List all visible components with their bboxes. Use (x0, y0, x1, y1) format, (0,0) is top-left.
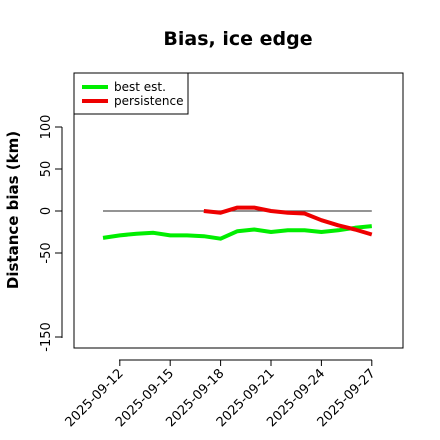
y-tick-label: -150 (39, 322, 54, 352)
chart-title: Bias, ice edge (163, 28, 312, 50)
legend-label-0: best est. (114, 80, 166, 94)
legend-label-1: persistence (114, 94, 183, 108)
legend-box (73, 72, 189, 115)
y-axis-label: Distance bias (km) (4, 131, 22, 289)
series-layer (102, 205, 373, 241)
y-axis: -150 -50 0 50 100 (39, 115, 63, 352)
series-line-1 (203, 205, 373, 237)
y-tick-label: 100 (39, 115, 54, 140)
series-line-0 (102, 224, 373, 241)
y-tick-label: 50 (39, 161, 54, 178)
x-axis: 2025-09-122025-09-152025-09-182025-09-21… (63, 359, 379, 430)
legend: best est.persistence (73, 72, 189, 115)
y-tick-label: -50 (39, 242, 54, 263)
y-tick-label: 0 (39, 207, 54, 215)
plot-area (73, 72, 404, 349)
